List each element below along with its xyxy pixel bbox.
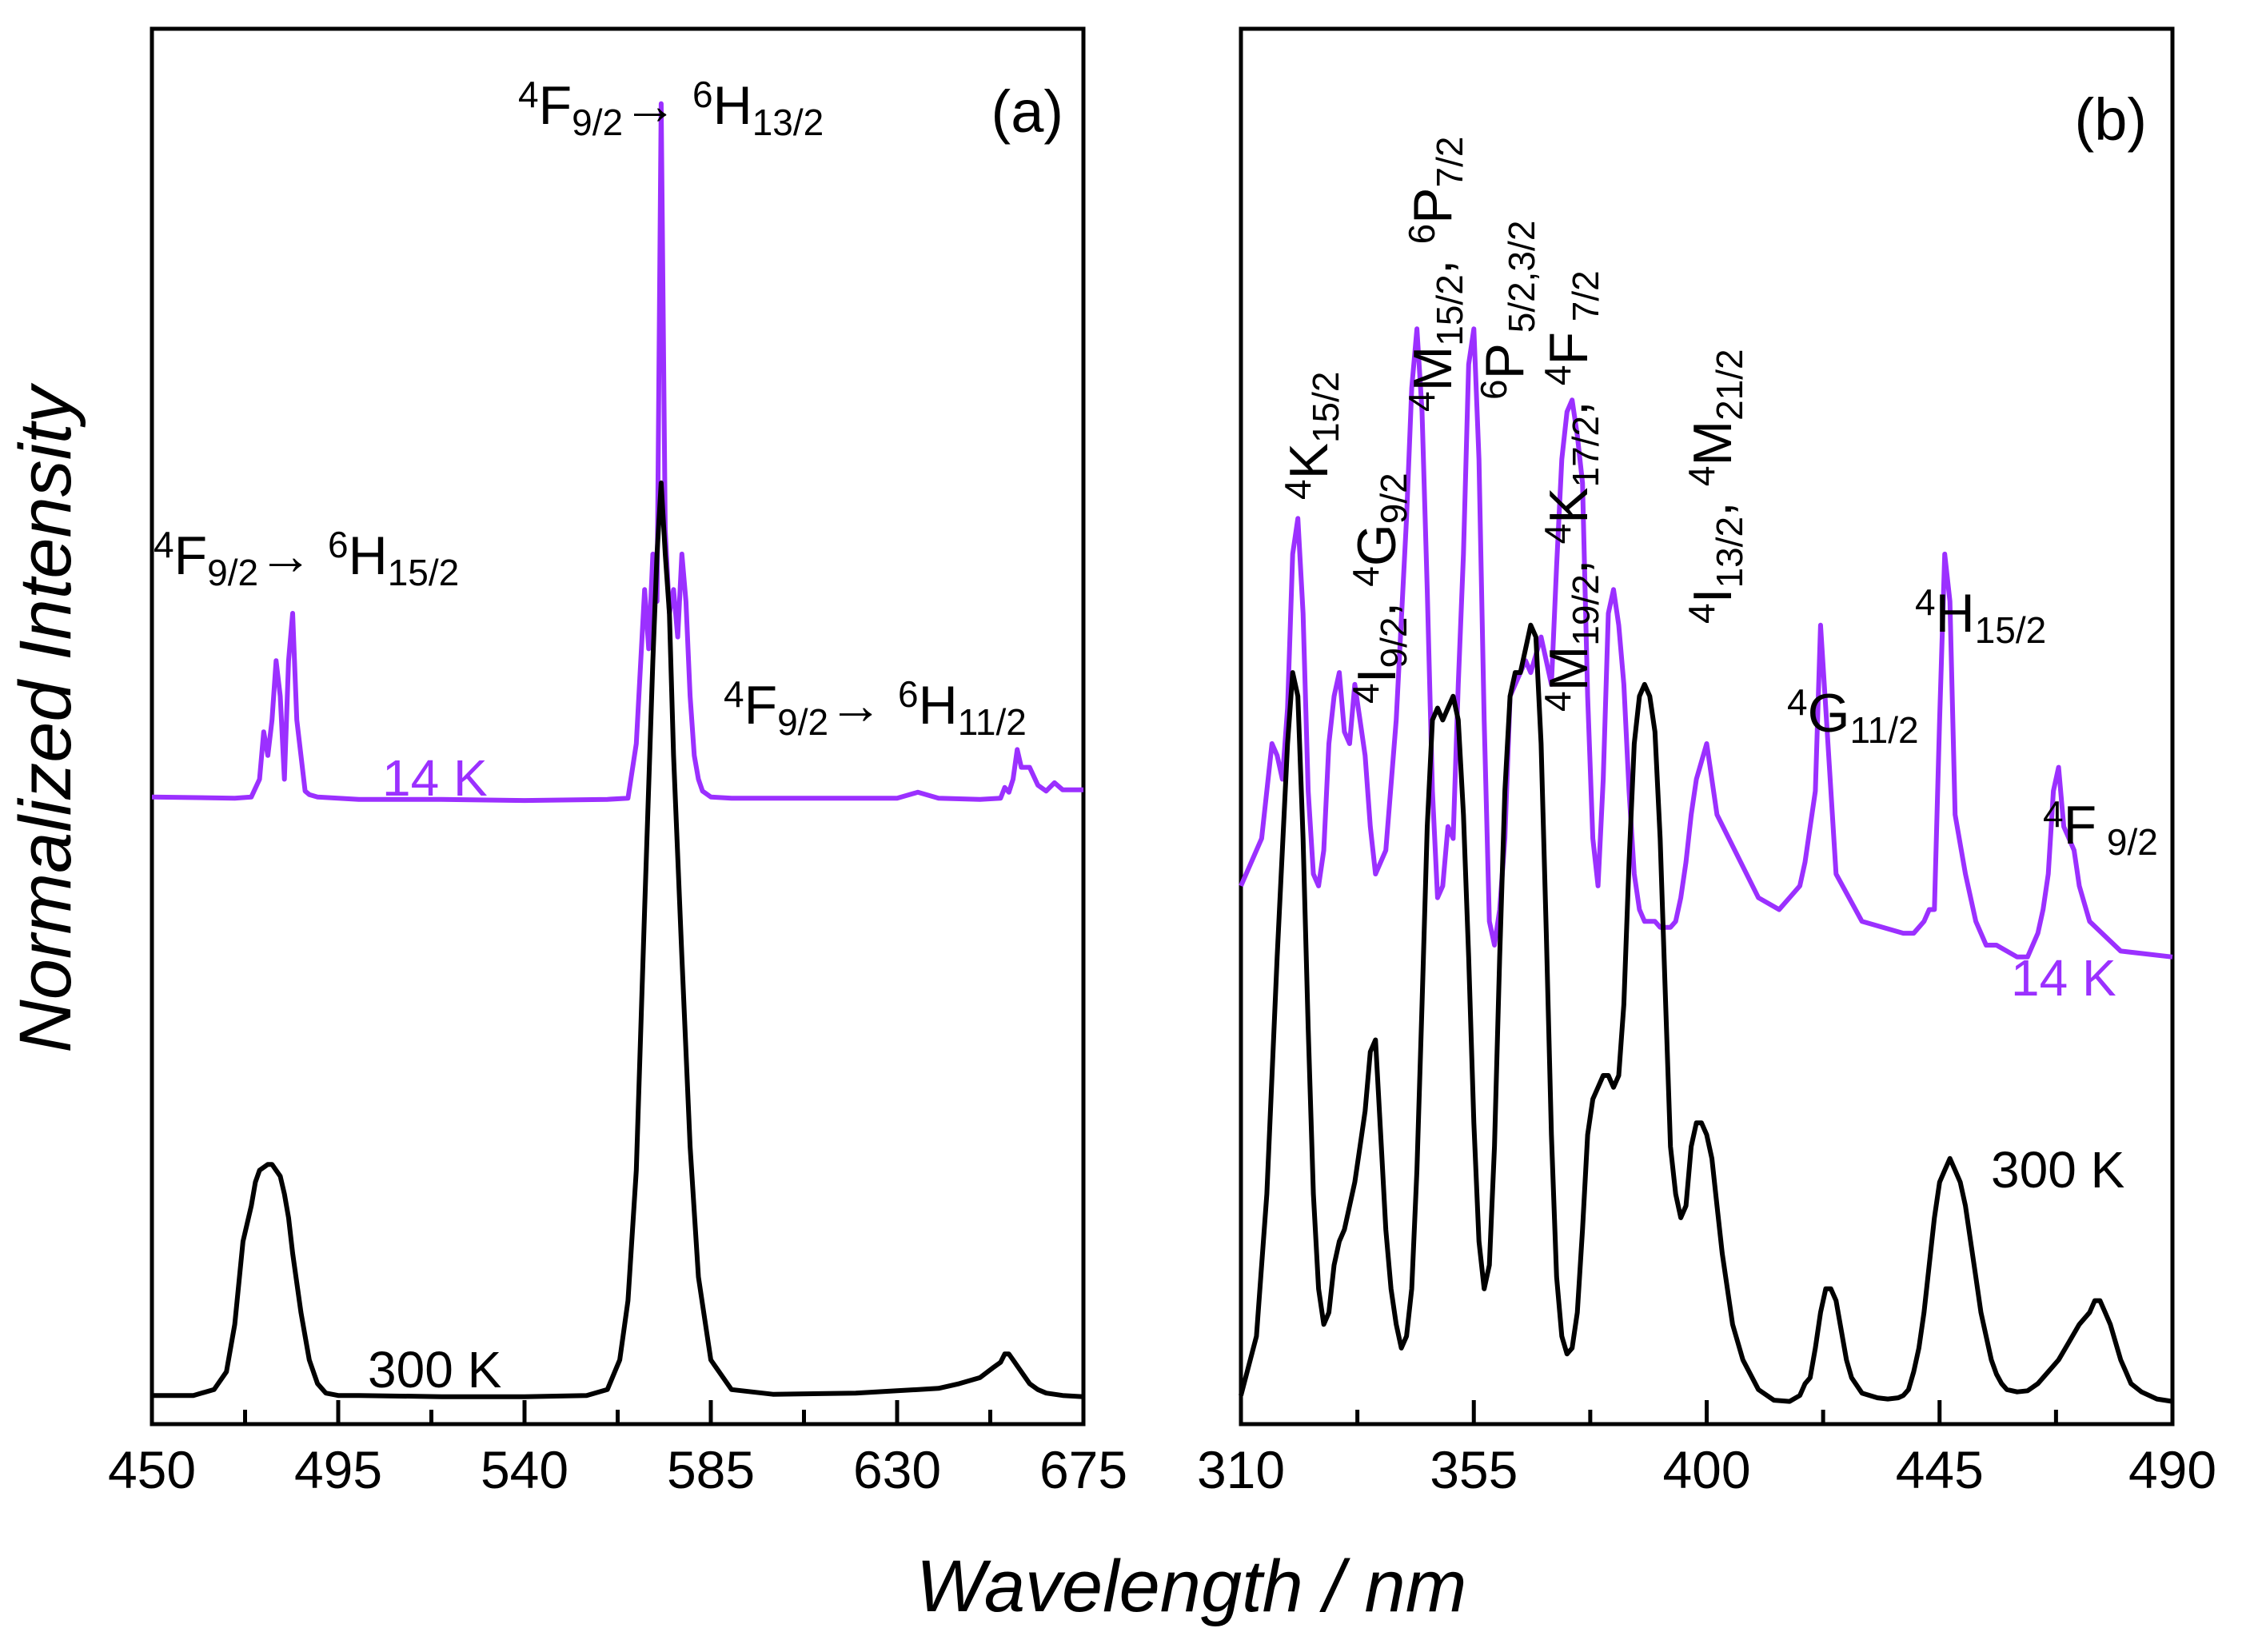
panel-b-series: [1239, 326, 2173, 1404]
panel-a-transition-11-2: 4F9/2→ 6H11/2: [724, 673, 1027, 742]
series-line-300k: [152, 480, 1084, 1399]
x-tick-label: 585: [667, 1440, 755, 1499]
x-tick-label: 445: [1896, 1440, 1984, 1499]
panel-b-frame: [1239, 26, 2175, 1427]
panel-b-f9-2: 4F 9/2: [2043, 793, 2158, 862]
panel-a-label: (a): [991, 78, 1063, 145]
panel-b-m15-2-p7-2: 4M15/2, 6P7/2: [1401, 137, 1470, 412]
panel-b-i9-2-g9-2: 4I9/2, 4G9/2: [1345, 473, 1414, 704]
panel-b-h15-2: 4H15/2: [1915, 581, 2046, 650]
series-line-300k: [1239, 622, 2173, 1404]
panel-b-label-300k: 300 K: [1991, 1141, 2124, 1199]
x-tick-label: 675: [1039, 1440, 1127, 1499]
x-tick-label: 400: [1662, 1440, 1750, 1499]
panel-b-x-ticks: 310 355 400 445 490: [1197, 1400, 2216, 1499]
x-tick-label: 490: [2128, 1440, 2216, 1499]
x-tick-label: 540: [481, 1440, 568, 1499]
panel-b-i13-2-m21-2: 4I13/2, 4M21/2: [1681, 349, 1749, 624]
panel-a-transition-15-2: 4F9/2→ 6H15/2: [154, 524, 459, 593]
panel-b-label: (b): [2075, 86, 2147, 153]
panel-b: 310 355 400 445 490 (b) 14 K 300 K 4K15/2 4I…: [1197, 26, 2216, 1499]
series-line-14k: [1239, 326, 2173, 960]
x-tick-label: 450: [108, 1440, 196, 1499]
x-tick-label: 310: [1197, 1440, 1285, 1499]
y-axis-title: Normalized Intensity: [5, 382, 86, 1052]
x-tick-label: 355: [1430, 1440, 1518, 1499]
x-tick-label: 495: [294, 1440, 382, 1499]
panel-b-p5-2-3-2: 6P 5/2,3/2: [1473, 221, 1542, 400]
panel-a-label-14k: 14 K: [382, 749, 488, 807]
panel-b-m19-2-k17-2-f7-2: 4M19/2, 4K17/2, 4F 7/2: [1537, 270, 1606, 712]
panel-a-series: [151, 101, 1084, 1399]
panel-b-label-14k: 14 K: [2011, 949, 2116, 1007]
panel-a: 450 495 540 585 630 675 (a) 14 K 300 K 4F9/2→…: [108, 26, 1127, 1499]
panel-b-k15-2: 4K15/2: [1277, 372, 1346, 500]
x-axis-title: Wavelength / nm: [916, 1546, 1467, 1627]
panel-a-label-300k: 300 K: [368, 1341, 501, 1399]
panel-b-g11-2: 4G11/2: [1787, 681, 1919, 750]
x-tick-label: 630: [853, 1440, 941, 1499]
panel-a-transition-13-2: 4F9/2→ 6H13/2: [518, 74, 824, 142]
panel-a-x-ticks: 450 495 540 585 630 675: [108, 1400, 1127, 1499]
